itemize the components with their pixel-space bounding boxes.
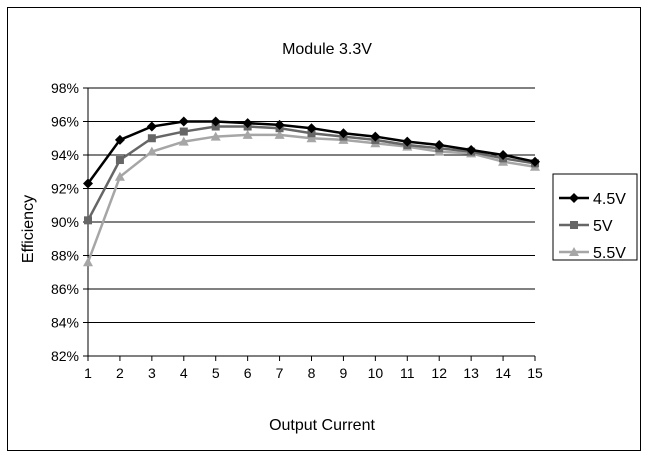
x-tick-label: 3 (148, 365, 156, 381)
x-tick-label: 2 (116, 365, 124, 381)
data-point-4-5v (402, 136, 413, 147)
legend: 4.5V 5V 5.5V (552, 173, 638, 262)
data-point-4-5v (114, 134, 125, 145)
chart-title: Module 3.3V (282, 41, 372, 58)
x-tick-label: 13 (463, 365, 479, 381)
x-tick-label: 1 (84, 365, 92, 381)
data-point-5-5v (146, 146, 157, 156)
series-layer (83, 116, 540, 267)
data-point-5-5v (83, 257, 93, 267)
efficiency-line-chart: Module 3.3V 82%84%86%88%90%92%94%96%98% … (20, 41, 638, 434)
x-tick-label: 15 (527, 365, 543, 381)
y-axis-title: Efficiency (20, 195, 37, 263)
chart-frame: Module 3.3V 82% 84% 86% 88% 90% 92% 94% 96% 98% … (7, 7, 641, 451)
data-point-5-5v (178, 136, 189, 146)
legend-marker-5-5v (569, 247, 579, 256)
x-tick-label: 4 (180, 365, 188, 381)
data-point-5-5v (242, 129, 253, 139)
data-point-5v (211, 122, 220, 131)
legend-label-5-5v: 5.5V (593, 245, 626, 262)
data-point-4-5v (370, 131, 381, 142)
x-axis-title: Output Current (269, 417, 375, 434)
y-tick-label: 86% (51, 281, 79, 297)
series-4-5v (83, 116, 540, 189)
x-tick-label: 10 (368, 365, 384, 381)
x-tick-label: 6 (244, 365, 252, 381)
legend-box (552, 173, 638, 261)
x-tick-label: 14 (495, 365, 511, 381)
data-point-4-5v (498, 150, 509, 160)
data-point-5v (179, 127, 188, 136)
x-tick-label: 5 (212, 365, 220, 381)
y-tick-label: 92% (51, 181, 79, 197)
x-tick-label: 8 (308, 365, 316, 381)
x-tick-label: 9 (340, 365, 348, 381)
y-tick-label: 96% (51, 114, 79, 130)
y-tick-label: 98% (51, 80, 79, 96)
legend-label-4-5v: 4.5V (593, 191, 626, 208)
data-point-4-5v (178, 116, 189, 127)
x-tick-label: 11 (400, 365, 415, 381)
data-point-5v (115, 156, 124, 165)
data-point-4-5v (306, 123, 317, 134)
data-point-4-5v (466, 144, 477, 155)
data-point-5-5v (114, 171, 125, 181)
y-tick-label: 82% (51, 348, 79, 364)
y-tick-label: 94% (51, 147, 79, 163)
data-point-4-5v (210, 116, 221, 127)
y-axis-ticks: 82% 84% 86% 88% 90% 92% 94% 96% 98% (51, 80, 88, 364)
legend-marker-4-5v (569, 193, 579, 203)
data-point-5v (307, 129, 316, 138)
data-point-4-5v (338, 128, 349, 139)
data-point-4-5v (274, 119, 285, 130)
y-tick-label: 84% (51, 315, 79, 331)
data-point-4-5v (146, 121, 157, 132)
gridlines (88, 87, 535, 323)
data-point-5-5v (210, 131, 221, 141)
x-tick-label: 7 (276, 365, 284, 381)
data-point-4-5v (242, 118, 253, 129)
data-point-4-5v (434, 139, 445, 150)
data-point-4-5v (83, 178, 93, 189)
legend-label-5v: 5V (593, 218, 613, 235)
x-tick-label: 12 (431, 365, 447, 381)
y-tick-label: 88% (51, 248, 79, 264)
data-point-5-5v (274, 129, 285, 139)
data-point-4-5v (530, 156, 540, 167)
data-point-5-5v (306, 133, 317, 143)
data-point-5v (147, 134, 156, 143)
x-axis-ticks: 1 2 3 4 5 6 7 8 9 10 11 12 13 14 15 (84, 356, 543, 381)
y-tick-label: 90% (51, 214, 79, 230)
legend-marker-5v (570, 221, 578, 229)
data-point-5v (84, 216, 92, 225)
